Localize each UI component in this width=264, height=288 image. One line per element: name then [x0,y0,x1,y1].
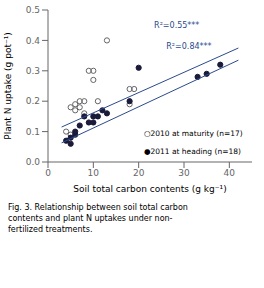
html-text:Fig. 3. Relationship between s: Fig. 3. Relationship between soil total … [8,203,188,212]
svg-text:0.2: 0.2 [26,96,40,106]
html-text:contents and plant N uptakes u: contents and plant N uptakes under non- [8,214,173,223]
html-text:fertilized treatments.: fertilized treatments. [8,225,93,234]
html-text:○2010 at maturity (n=17): ○2010 at maturity (n=17) [143,128,243,138]
svg-text:10: 10 [88,168,100,178]
html-text:R²=0.55***: R²=0.55*** [154,20,200,30]
svg-text:0.4: 0.4 [26,36,41,46]
svg-text:30: 30 [178,168,190,178]
svg-text:0.0: 0.0 [26,157,41,167]
html-text:R²=0.84***: R²=0.84*** [166,41,212,51]
svg-text:Plant N uptake (g pot⁻¹): Plant N uptake (g pot⁻¹) [8,32,13,140]
svg-text:0.3: 0.3 [26,66,40,76]
svg-text:0.5: 0.5 [26,5,40,15]
svg-text:20: 20 [133,168,145,178]
svg-text:40: 40 [224,168,236,178]
svg-text:Soil total carbon contents (g: Soil total carbon contents (g kg⁻¹) [73,184,226,194]
svg-text:0.1: 0.1 [26,127,40,137]
svg-text:0: 0 [45,168,51,178]
html-text:●2011 at heading (n=18): ●2011 at heading (n=18) [143,146,241,156]
